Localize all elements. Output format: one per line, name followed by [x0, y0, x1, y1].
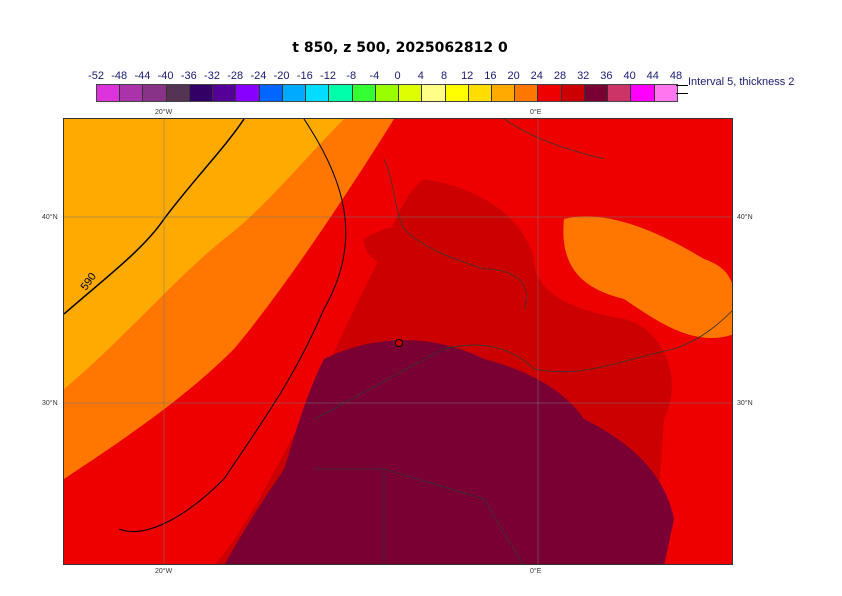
legend-value-label: 40 — [623, 70, 636, 82]
map-canvas[interactable]: 590 — [63, 118, 733, 565]
legend-swatch — [120, 85, 144, 101]
legend-swatch — [166, 85, 190, 101]
legend-swatch — [561, 85, 585, 101]
legend-swatch — [631, 85, 655, 101]
map-svg: 590 — [64, 119, 732, 564]
coastline-france — [503, 119, 605, 160]
legend-value-label: 32 — [577, 70, 590, 82]
legend-swatch — [515, 85, 539, 101]
legend-swatch — [189, 85, 214, 101]
legend-value-label: 0 — [394, 70, 401, 82]
legend-value-label: 16 — [484, 70, 497, 82]
legend-swatch — [236, 85, 260, 101]
legend-value-label: -28 — [227, 70, 244, 82]
coastline-north-africa — [533, 310, 732, 373]
legend-swatch — [306, 85, 330, 101]
legend-swatch — [329, 85, 353, 101]
legend-labels: -52 -48 -44 -40 -36 -32 -28 -24 -20 -16 -12 -8 -4 0 4 8… — [84, 70, 684, 84]
legend-tick-top — [676, 85, 688, 86]
lon-label-20w-top: 20°W — [155, 109, 173, 116]
legend-value-label: -4 — [369, 70, 380, 82]
legend-value-label: 4 — [417, 70, 424, 82]
legend-swatch — [97, 85, 121, 101]
legend-value-label: -44 — [134, 70, 151, 82]
chart-title: t 850, z 500, 2025062812 0 — [292, 40, 508, 56]
legend-swatch — [375, 85, 400, 101]
legend-swatch — [143, 85, 167, 101]
country-borders — [314, 468, 524, 564]
coastline-iberia — [383, 158, 527, 310]
legend-value-label: -40 — [157, 70, 174, 82]
legend-swatch — [352, 85, 376, 101]
location-marker[interactable] — [395, 339, 403, 347]
legend-swatch — [538, 85, 562, 101]
legend-swatch — [259, 85, 283, 101]
legend-value-label: -24 — [250, 70, 267, 82]
legend-value-label: -36 — [180, 70, 197, 82]
legend-value-label: -48 — [111, 70, 128, 82]
color-legend — [96, 84, 678, 102]
lat-label-30n-right: 30°N — [737, 400, 753, 407]
temp-band-20-med — [563, 216, 732, 339]
contour-secondary — [118, 119, 347, 533]
legend-swatch — [282, 85, 307, 101]
legend-value-label: -52 — [88, 70, 104, 82]
temp-band-32 — [225, 340, 674, 564]
legend-value-label: 8 — [440, 70, 448, 82]
temp-band-28-iberia — [364, 225, 464, 273]
lon-label-0e-top: 0°E — [530, 109, 542, 116]
legend-value-label: 24 — [530, 70, 543, 82]
legend-swatch — [468, 85, 492, 101]
legend-value-label: 28 — [553, 70, 567, 82]
lat-label-40n-left: 40°N — [42, 214, 58, 221]
legend-swatch — [422, 85, 446, 101]
legend-swatch — [584, 85, 609, 101]
legend-note: Interval 5, thickness 2 — [688, 76, 795, 88]
lat-label-40n-right: 40°N — [737, 214, 753, 221]
lon-label-20w-bottom: 20°W — [155, 568, 173, 575]
legend-value-label: -12 — [320, 70, 336, 82]
legend-value-label: -8 — [346, 70, 357, 82]
legend-swatch — [399, 85, 423, 101]
legend-value-label: 20 — [507, 70, 520, 82]
legend-value-label: 12 — [461, 70, 474, 82]
coastline-morocco — [313, 344, 535, 420]
legend-value-label: 36 — [600, 70, 613, 82]
legend-value-label: -32 — [204, 70, 220, 82]
legend-swatch — [491, 85, 516, 101]
legend-tick-bottom — [676, 93, 688, 94]
legend-swatch — [654, 85, 677, 101]
legend-swatch — [608, 85, 632, 101]
legend-swatch — [213, 85, 237, 101]
temp-band-24-europe — [394, 119, 624, 174]
legend-value-label: -16 — [296, 70, 313, 82]
lat-label-30n-left: 30°N — [42, 400, 58, 407]
legend-value-label: -20 — [273, 70, 290, 82]
legend-value-label: 48 — [669, 70, 683, 82]
lon-label-0e-bottom: 0°E — [530, 568, 542, 575]
legend-value-label: 44 — [646, 70, 659, 82]
legend-swatch — [445, 85, 469, 101]
